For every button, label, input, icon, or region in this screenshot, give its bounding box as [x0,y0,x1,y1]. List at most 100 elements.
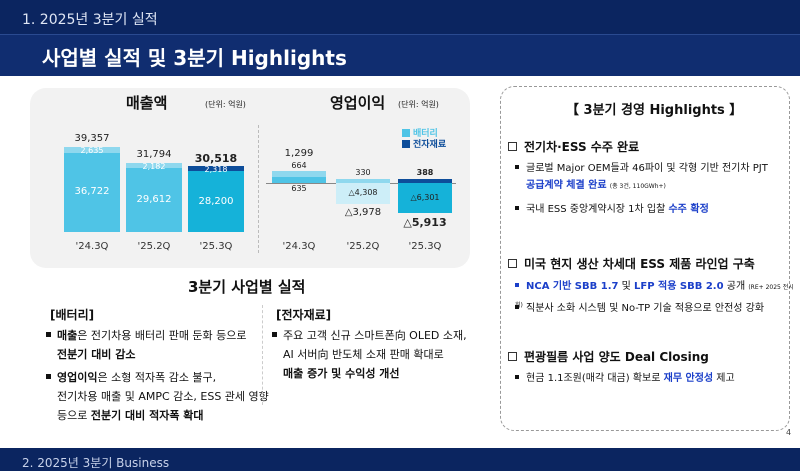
legend-material-swatch [402,139,410,148]
battery-b1-bold: 매출 [57,329,78,342]
op-bar-battery [272,177,326,183]
legend-material: 전자재료 [402,138,447,150]
title-band: 사업별 실적 및 3분기 Highlights [0,34,800,76]
chart-legend: 배터리 전자재료 [402,127,447,150]
highlight-1-item-1: 글로벌 Major OEM들과 46파이 및 각형 기반 전기차 PJT 공급계… [515,160,768,195]
h1-i2-emph: 수주 확정 [668,204,709,215]
checkbox-icon [508,352,517,361]
h3-i1-text: 현금 1.1조원(매각 대금) 확보로 [526,373,664,384]
h3-i1-text2: 제고 [713,373,735,384]
op-label-material: 388 [416,168,434,177]
h1-i1-text: 글로벌 Major OEM들과 46파이 및 각형 기반 전기차 PJT [526,163,768,174]
h2-i1-text: 및 [618,281,635,292]
op-label-material: 330 [355,168,371,177]
chart-divider [258,125,259,253]
h3-i1-emph: 재무 안정성 [663,373,714,384]
revenue-bar-material [188,166,244,172]
revenue-bar-battery [126,168,182,232]
legend-battery-swatch [402,128,410,137]
h2-i1-emph-a: NCA 기반 SBB 1.7 [526,281,619,292]
op-label-total: △5,913 [403,216,447,229]
section-label: 1. 2025년 3분기 실적 [22,12,158,28]
op-x-tick: '25.2Q [346,241,380,252]
revenue-label-material: 2,318 [204,165,228,175]
op-bar-material [398,179,452,183]
revenue-chart-title: 매출액 [126,94,168,112]
highlight-1-item-2: 국내 ESS 중앙계약시장 1차 입찰 수주 확정 [515,201,709,218]
highlight-3-heading: 편광필름 사업 양도 Deal Closing [508,348,709,365]
revenue-x-tick: '25.2Q [137,241,171,252]
highlight-2-heading: 미국 현지 생산 차세대 ESS 제품 라인업 구축 [508,255,755,272]
revenue-bar-battery [64,152,120,232]
revenue-label-material: 2,182 [142,162,166,172]
checkbox-icon [508,259,517,268]
op-bar-material [272,171,326,178]
revenue-label-battery: 29,612 [136,194,172,206]
page-title: 사업별 실적 및 3분기 Highlights [42,46,347,70]
results-title: 3분기 사업별 실적 [188,278,306,296]
highlight-3-item-1: 현금 1.1조원(매각 대금) 확보로 재무 안정성 제고 [515,370,735,387]
battery-bullet-2: 영업이익은 소형 적자폭 감소 불구, 전기차용 매출 및 AMPC 감소, E… [46,368,269,425]
highlight-1-heading: 전기차·ESS 수주 완료 [508,138,639,155]
material-b1-text: 주요 고객 신규 스마트폰向 OLED 소재, [283,329,467,342]
revenue-label-total: 30,518 [194,152,238,166]
op-label-battery: △6,301 [410,193,440,202]
op-bar-battery [398,183,452,213]
material-heading: [전자재료] [276,308,332,322]
revenue-bar-material [64,147,120,153]
h1-i2-text: 국내 ESS 중앙계약시장 1차 입찰 [526,204,669,215]
op-label-battery: 635 [291,184,307,193]
next-section-label: 2. 2025년 3분기 Business [22,456,170,470]
highlight-2-text: 미국 현지 생산 차세대 ESS 제품 라인업 구축 [524,257,755,271]
revenue-label-battery: 36,722 [74,186,110,198]
op-bar-material [336,179,390,183]
legend-material-label: 전자재료 [413,140,447,150]
highlight-1-text: 전기차·ESS 수주 완료 [524,140,640,154]
h2-i2-text: 직분사 소화 시스템 및 No-TP 기술 적용으로 안전성 강화 [526,303,765,314]
revenue-label-total: 31,794 [136,149,172,161]
h2-i1-text2: 공개 [723,281,746,292]
checkbox-icon [508,142,517,151]
material-b1-text2: AI 서버向 반도체 소재 판매 확대로 [283,348,444,361]
op-label-battery: △4,308 [348,188,378,198]
h1-i1-emph: 공급계약 체결 완료 [526,180,607,191]
battery-b2-emph: 전분기 대비 적자폭 확대 [90,409,204,422]
op-bar-battery [336,183,390,204]
top-bar: 1. 2025년 3분기 실적 [0,0,800,34]
legend-battery: 배터리 [402,127,446,139]
revenue-unit: (단위: 억원) [205,100,246,109]
revenue-x-tick: '24.3Q [75,241,109,252]
revenue-label-battery: 28,200 [198,195,234,207]
results-divider [262,305,263,405]
op-label-total: △3,978 [344,206,382,218]
revenue-bar-battery [188,171,244,232]
battery-b2-bold: 영업이익 [57,371,98,384]
material-bullet-1: 주요 고객 신규 스마트폰向 OLED 소재, AI 서버向 반도체 소재 판매… [272,326,467,383]
highlights-panel [500,86,790,431]
revenue-x-tick: '25.3Q [199,241,233,252]
battery-b2-text3: 등으로 [57,409,91,422]
highlight-3-text: 편광필름 사업 양도 Deal Closing [524,350,709,364]
op-label-total: 1,299 [284,148,314,160]
battery-b2-text: 은 소형 적자폭 감소 불구, [97,371,217,384]
revenue-label-material: 2,635 [80,146,104,155]
op-chart-title: 영업이익 [330,94,386,112]
op-label-material: 664 [291,161,307,171]
op-x-tick: '25.3Q [408,241,442,252]
battery-b2-text2: 전기차용 매출 및 AMPC 감소, ESS 관세 영향 [57,390,269,403]
battery-b1-text: 은 전기차용 배터리 판매 둔화 등으로 [77,329,247,342]
revenue-bar-material [126,163,182,169]
battery-heading: [배터리] [50,308,95,322]
page-number: 4 [786,428,792,437]
battery-bullet-1: 매출은 전기차용 배터리 판매 둔화 등으로 전분기 대비 감소 [46,326,247,364]
revenue-label-total: 39,357 [74,133,110,144]
op-unit: (단위: 억원) [398,100,439,109]
h1-i1-note: (총 3건, 110GWh+) [609,183,666,190]
highlight-2-item-2: 직분사 소화 시스템 및 No-TP 기술 적용으로 안전성 강화 [515,300,764,317]
material-b1-emph: 매출 증가 및 수익성 개선 [283,367,400,380]
h2-i1-emph-b: LFP 적용 SBB 2.0 [634,281,724,292]
legend-battery-label: 배터리 [413,129,438,139]
bottom-bar: 2. 2025년 3분기 Business [0,448,800,471]
battery-b1-emph: 전분기 대비 감소 [57,348,136,361]
highlights-title: 【 3분기 경영 Highlights 】 [566,103,743,118]
